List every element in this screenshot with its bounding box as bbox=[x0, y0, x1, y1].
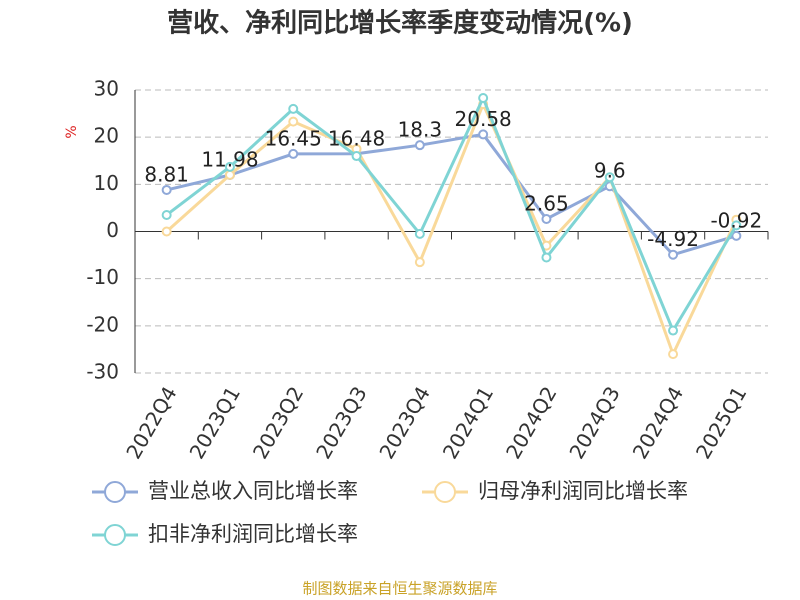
x-tick-label: 2024Q1 bbox=[438, 382, 498, 463]
data-point bbox=[161, 184, 172, 195]
x-tick-label: 2025Q1 bbox=[691, 382, 751, 463]
data-label: -0.92 bbox=[710, 208, 762, 232]
y-tick-label: -30 bbox=[86, 360, 119, 384]
data-label: 20.58 bbox=[455, 107, 512, 131]
data-label: 16.45 bbox=[265, 126, 322, 150]
data-point bbox=[731, 230, 742, 241]
chart-title: 营收、净利同比增长率季度变动情况(%) bbox=[167, 8, 633, 39]
data-point bbox=[288, 103, 299, 114]
data-label: 2.65 bbox=[524, 192, 569, 216]
y-tick-label: 20 bbox=[94, 124, 119, 148]
legend-label: 扣非净利润同比增长率 bbox=[148, 522, 358, 546]
data-point bbox=[668, 349, 679, 360]
legend-marker bbox=[104, 481, 126, 503]
data-point bbox=[478, 129, 489, 140]
data-point bbox=[161, 226, 172, 237]
y-tick-label: 30 bbox=[94, 77, 119, 101]
legend-label: 营业总收入同比增长率 bbox=[148, 479, 358, 503]
legend-marker bbox=[104, 524, 126, 546]
x-tick-label: 2023Q1 bbox=[185, 382, 245, 463]
legend-item: 扣非净利润同比增长率 bbox=[92, 522, 358, 546]
data-label: 11.98 bbox=[201, 147, 258, 171]
data-label: 16.48 bbox=[328, 126, 385, 150]
data-point bbox=[731, 220, 742, 231]
y-axis-label: % bbox=[64, 125, 80, 138]
data-label: 9.6 bbox=[594, 159, 626, 183]
data-point bbox=[478, 93, 489, 104]
data-point bbox=[414, 257, 425, 268]
x-tick-label: 2023Q3 bbox=[311, 382, 371, 463]
data-label: 8.81 bbox=[144, 162, 189, 186]
series-line bbox=[165, 100, 738, 359]
data-point bbox=[351, 151, 362, 162]
x-tick-label: 2022Q4 bbox=[121, 382, 181, 463]
data-point bbox=[414, 140, 425, 151]
data-point bbox=[288, 116, 299, 127]
y-tick-label: -20 bbox=[86, 312, 119, 336]
series-line bbox=[165, 94, 738, 334]
data-point bbox=[541, 214, 552, 225]
x-tick-label: 2024Q4 bbox=[628, 382, 688, 463]
data-label: -4.92 bbox=[647, 227, 699, 251]
data-point bbox=[161, 209, 172, 220]
source-note: 制图数据来自恒生聚源数据库 bbox=[302, 580, 497, 598]
legend-item: 归母净利润同比增长率 bbox=[422, 479, 688, 503]
data-point bbox=[224, 161, 235, 172]
data-point bbox=[604, 172, 615, 183]
y-tick-label: -10 bbox=[86, 265, 119, 289]
y-tick-label: 0 bbox=[106, 218, 119, 242]
data-point bbox=[414, 228, 425, 239]
y-tick-label: 10 bbox=[94, 171, 119, 195]
data-point bbox=[668, 325, 679, 336]
series-line bbox=[166, 132, 737, 257]
data-point bbox=[288, 148, 299, 159]
legend-marker bbox=[434, 481, 456, 503]
legend-label: 归母净利润同比增长率 bbox=[478, 479, 688, 503]
legend-item: 营业总收入同比增长率 bbox=[92, 479, 358, 503]
x-tick-label: 2024Q2 bbox=[501, 382, 561, 463]
x-tick-label: 2024Q3 bbox=[564, 382, 624, 463]
x-tick-label: 2023Q2 bbox=[248, 382, 308, 463]
x-tick-label: 2023Q4 bbox=[374, 382, 434, 463]
data-point bbox=[541, 252, 552, 263]
data-point bbox=[224, 169, 235, 180]
data-label: 18.3 bbox=[398, 118, 443, 142]
data-point bbox=[668, 249, 679, 260]
